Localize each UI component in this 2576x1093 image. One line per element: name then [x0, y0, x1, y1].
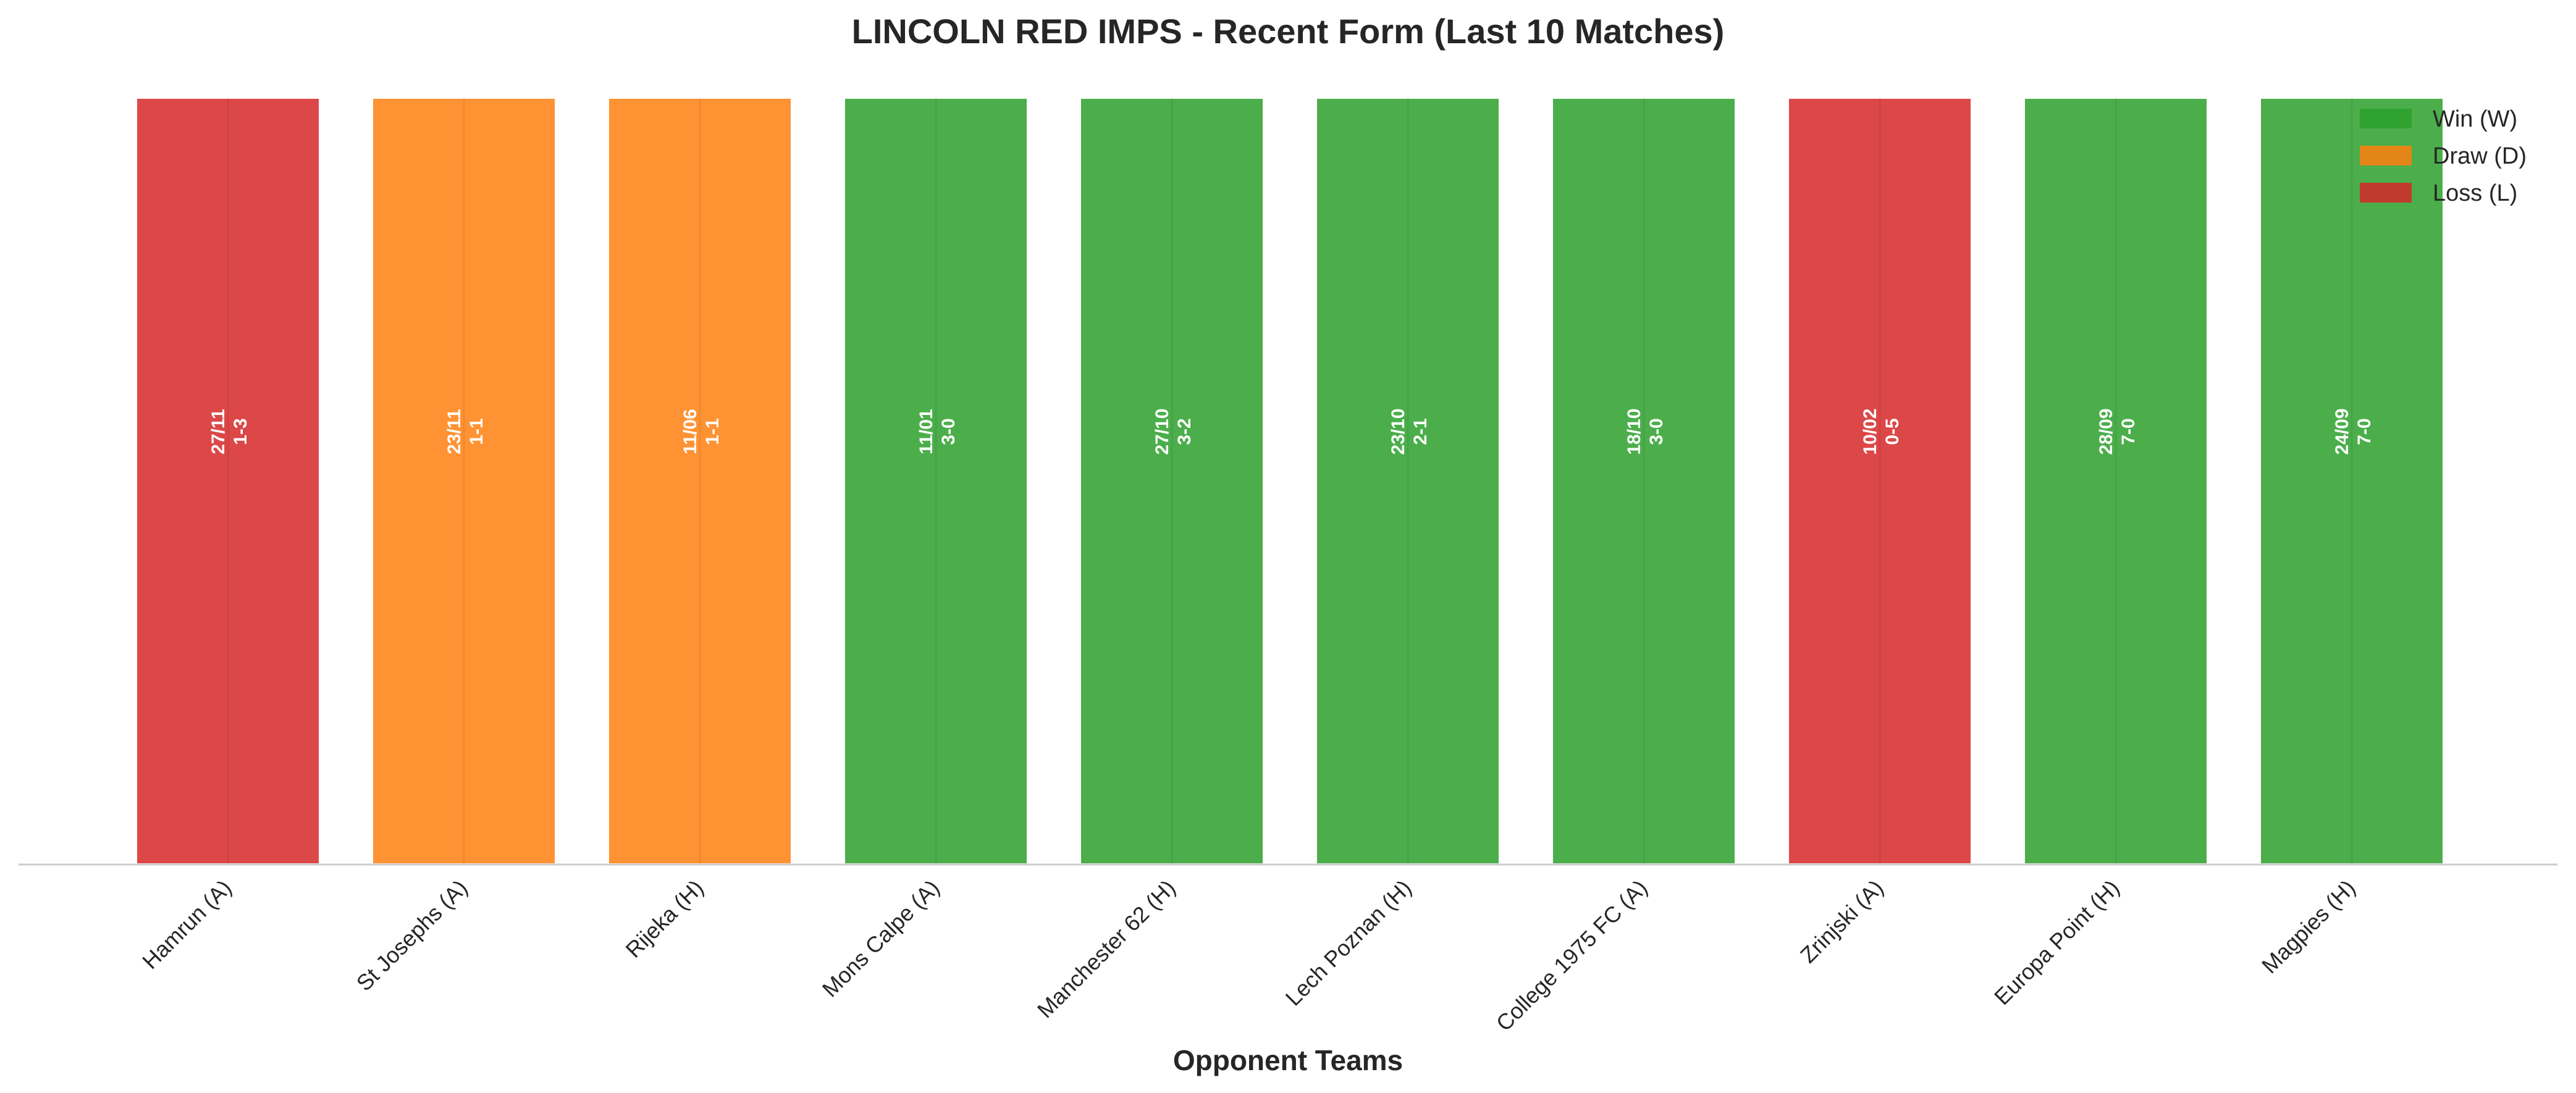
- x-axis-label: Opponent Teams: [1173, 1044, 1403, 1076]
- legend: Win (W) Draw (D) Loss (L): [2360, 106, 2527, 206]
- match-score: 7-0: [2354, 418, 2375, 445]
- x-tick-label: Lech Poznan (H): [1281, 875, 1416, 1011]
- match-score: 2-1: [1410, 418, 1431, 445]
- legend-label-d: Draw (D): [2433, 143, 2527, 169]
- bar-st-josephs-a: [371, 96, 557, 866]
- x-tick-label: Rijeka (H): [621, 875, 709, 963]
- bar-hamrun-a: [135, 96, 321, 866]
- match-score: 1-1: [466, 418, 487, 445]
- x-tick-label: Mons Calpe (A): [817, 875, 945, 1002]
- match-date: 23/11: [444, 409, 465, 454]
- legend-swatch-d: [2360, 146, 2412, 165]
- x-tick-label: College 1975 FC (A): [1491, 875, 1652, 1036]
- bar-data-label: 24/09 7-0: [2332, 408, 2375, 454]
- match-score: 3-0: [1646, 418, 1667, 445]
- bar-data-label: 27/11 1-3: [208, 409, 251, 454]
- x-tick-labels: Hamrun (A) St Josephs (A) Rijeka (H) Mons C…: [137, 875, 2360, 1036]
- legend-swatch-l: [2360, 183, 2412, 203]
- match-date: 27/11: [208, 409, 229, 454]
- x-tick-label: Manchester 62 (H): [1032, 875, 1181, 1023]
- match-date: 11/01: [916, 409, 937, 454]
- match-date: 18/10: [1624, 408, 1644, 454]
- legend-swatch-w: [2360, 109, 2412, 128]
- bar-data-label: 23/10 2-1: [1388, 408, 1431, 454]
- bar-data-label: 11/01 3-0: [916, 409, 959, 454]
- chart-title: LINCOLN RED IMPS - Recent Form (Last 10 …: [852, 12, 1725, 51]
- match-date: 28/09: [2096, 408, 2116, 454]
- match-score: 3-2: [1174, 418, 1195, 445]
- match-date: 24/09: [2332, 408, 2352, 454]
- legend-label-w: Win (W): [2433, 106, 2517, 132]
- match-date: 27/10: [1152, 408, 1172, 454]
- match-score: 1-1: [702, 418, 723, 445]
- bar-lech-poznan-h: [1315, 96, 1501, 866]
- x-tick-label: Zrinjski (A): [1795, 875, 1888, 968]
- bar-manchester-62-h: [1079, 96, 1265, 866]
- bar-rijeka-h: [607, 96, 793, 866]
- bar-magpies-h: [2258, 96, 2445, 866]
- bar-college-1975-fc-a: [1551, 96, 1737, 866]
- match-date: 23/10: [1388, 408, 1408, 454]
- x-tick-label: Hamrun (A): [137, 875, 237, 974]
- x-tick-label: Europa Point (H): [1989, 875, 2124, 1010]
- x-tick-label: Magpies (H): [2257, 875, 2360, 979]
- match-score: 1-3: [230, 418, 251, 445]
- match-date: 10/02: [1860, 408, 1880, 454]
- match-date: 11/06: [680, 409, 701, 454]
- bar-data-label: 28/09 7-0: [2096, 408, 2139, 454]
- bar-mons-calpe-a: [843, 96, 1029, 866]
- bars-layer: 27/11 1-3 23/11 1-1 11/06 1-1 11/01 3-0 27/10 3-2…: [135, 96, 2445, 866]
- bar-data-label: 27/10 3-2: [1152, 408, 1195, 454]
- bar-data-label: 23/11 1-1: [444, 409, 487, 454]
- x-tick-label: St Josephs (A): [351, 875, 473, 996]
- match-score: 3-0: [938, 418, 959, 445]
- bar-data-label: 11/06 1-1: [680, 409, 723, 454]
- bar-data-label: 10/02 0-5: [1860, 408, 1903, 454]
- bar-data-label: 18/10 3-0: [1624, 408, 1667, 454]
- legend-label-l: Loss (L): [2433, 180, 2517, 206]
- match-score: 0-5: [1882, 418, 1903, 445]
- match-score: 7-0: [2118, 418, 2139, 445]
